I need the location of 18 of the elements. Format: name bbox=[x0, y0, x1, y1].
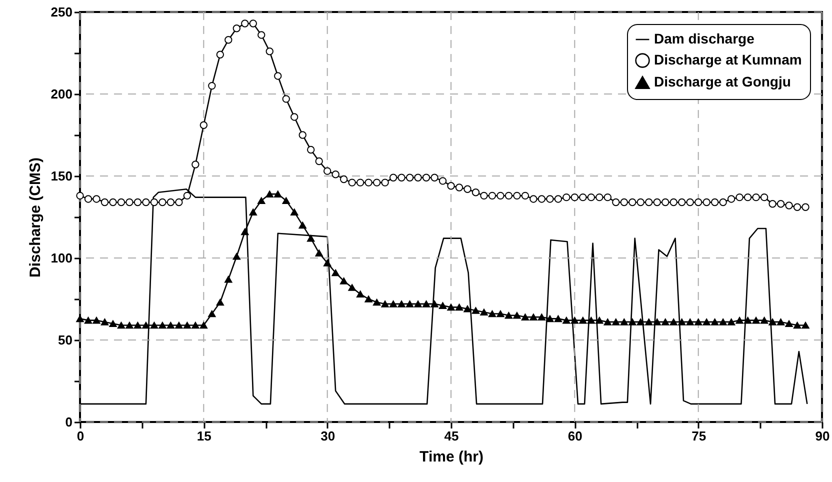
x-tick-label: 75 bbox=[692, 428, 706, 444]
y-tick-label: 100 bbox=[50, 250, 72, 266]
y-tick-label: 200 bbox=[50, 86, 72, 102]
y-axis-title: Discharge (CMS) bbox=[26, 157, 44, 278]
y-tick-label: 0 bbox=[65, 414, 72, 430]
legend-label: Discharge at Gongju bbox=[654, 74, 791, 90]
legend-label: Dam discharge bbox=[654, 30, 755, 46]
x-tick-label: 0 bbox=[76, 428, 84, 444]
y-tick-label: 50 bbox=[58, 332, 72, 348]
x-axis-title: Time (hr) bbox=[420, 448, 484, 466]
x-tick-label: 45 bbox=[444, 428, 459, 444]
legend-label: Discharge at Kumnam bbox=[654, 52, 802, 68]
x-tick-label: 90 bbox=[815, 428, 830, 444]
y-tick-label: 250 bbox=[50, 4, 72, 20]
y-tick-label: 150 bbox=[50, 168, 72, 184]
x-tick-label: 30 bbox=[320, 428, 336, 444]
x-tick-label: 60 bbox=[568, 428, 582, 444]
x-tick-label: 15 bbox=[196, 428, 212, 444]
